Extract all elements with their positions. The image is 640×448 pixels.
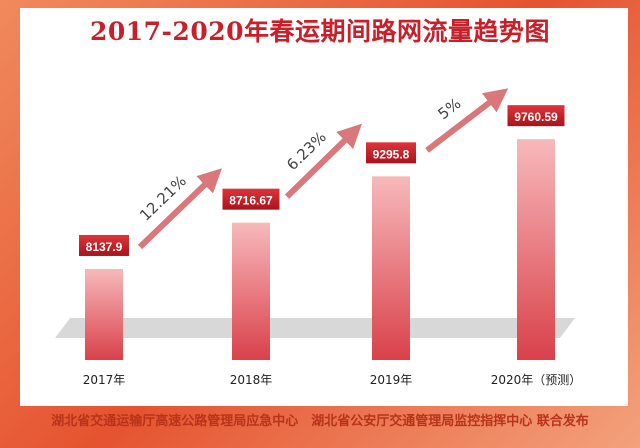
x-tick-label-0: 2017年 [83, 373, 126, 387]
growth-label-2: 5% [435, 94, 465, 123]
value-label-0: 8137.9 [86, 240, 123, 254]
growth-label-1: 6.23% [283, 128, 330, 174]
bar-3 [517, 139, 555, 360]
bar-1 [232, 222, 270, 360]
value-label-box-2 [366, 142, 416, 164]
value-label-box-3 [507, 105, 565, 127]
growth-label-0: 12.21% [136, 172, 190, 225]
growth-arrow-1 [284, 123, 362, 199]
x-tick-label-2: 2019年 [370, 373, 413, 387]
value-label-box-0 [79, 234, 129, 256]
value-label-2: 9295.8 [373, 147, 410, 161]
x-tick-label-3: 2020年（预测） [491, 373, 582, 387]
bar-0 [85, 268, 123, 360]
growth-arrow-0 [137, 168, 222, 250]
value-label-3: 9760.59 [514, 110, 558, 124]
bar-2 [372, 176, 410, 360]
x-tick-label-1: 2018年 [230, 373, 273, 387]
footer-credit: 湖北省交通运输厅高速公路管理局应急中心 湖北省公安厅交通管理局监控指挥中心 联合… [51, 414, 589, 429]
value-label-1: 8716.67 [229, 194, 273, 208]
floor-band [55, 318, 575, 338]
chart-title: 2017-2020年春运期间路网流量趋势图 [89, 17, 551, 46]
value-label-box-1 [222, 188, 280, 210]
growth-arrow-2 [425, 88, 509, 153]
